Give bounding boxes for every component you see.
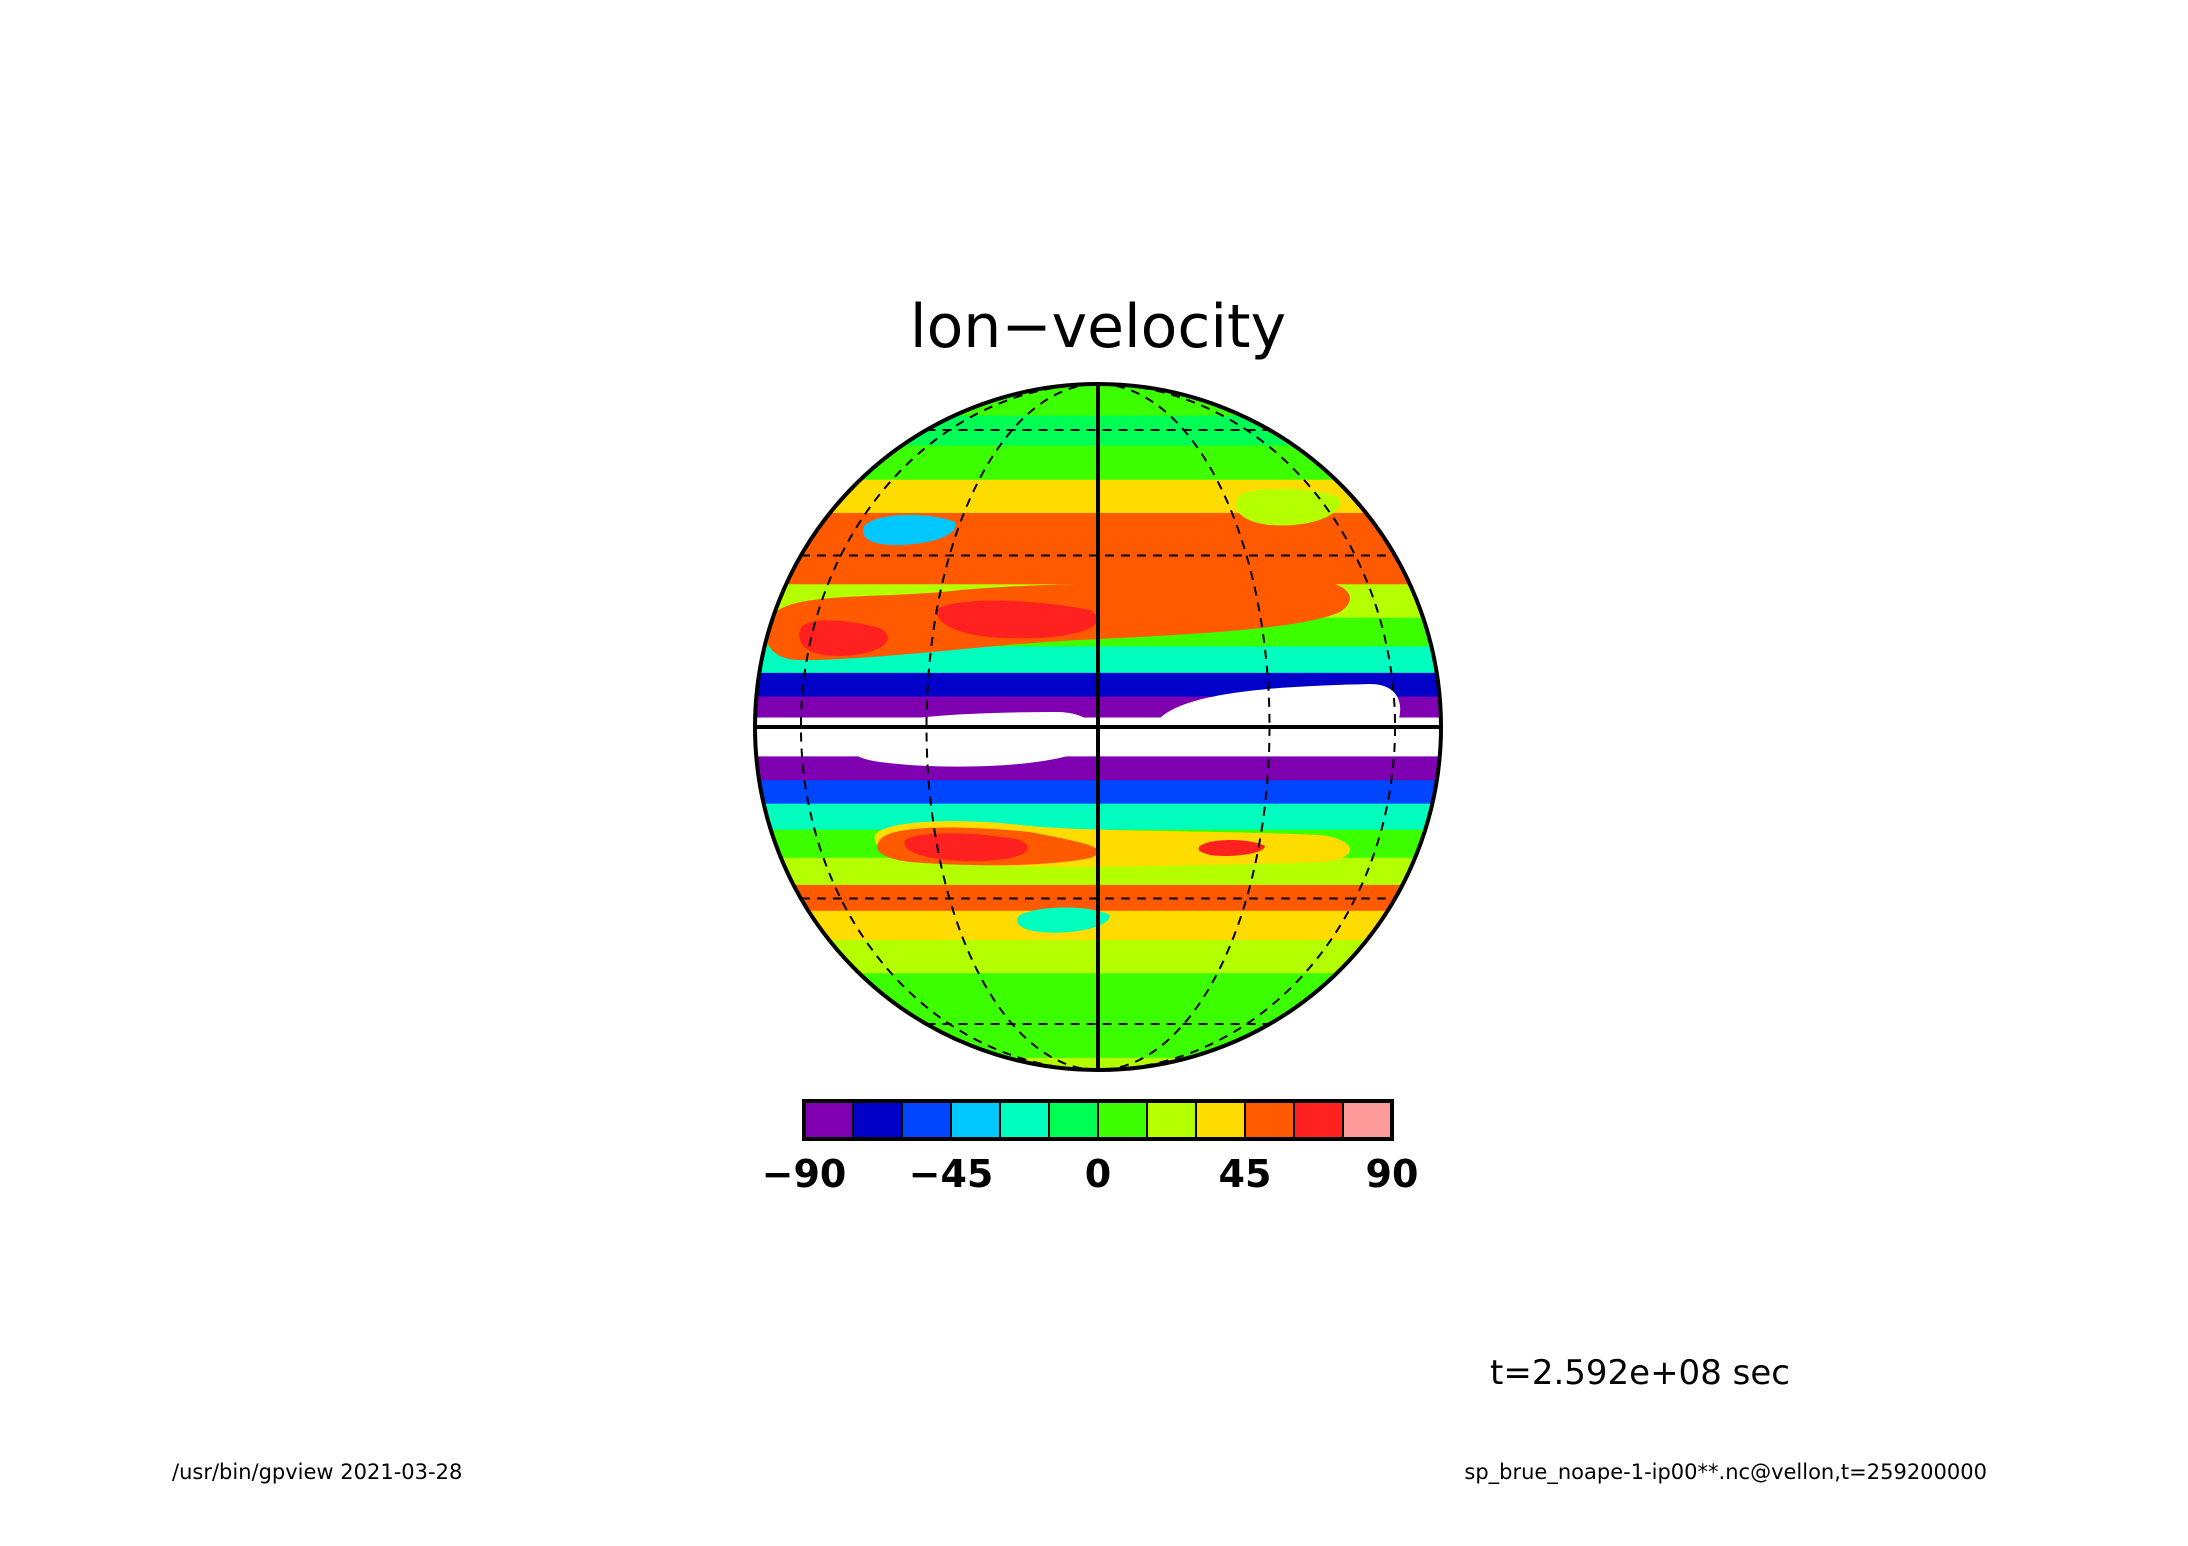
colorbar-swatch bbox=[999, 1100, 1050, 1140]
jet-south-core-east bbox=[1198, 840, 1265, 856]
jet-north-core-west bbox=[799, 620, 888, 656]
colorbar-swatch bbox=[901, 1100, 952, 1140]
colorbar-swatch bbox=[852, 1100, 903, 1140]
time-label: t=2.592e+08 sec bbox=[1490, 1353, 1790, 1393]
colorbar-swatch bbox=[1146, 1100, 1197, 1140]
equator-low-east bbox=[1153, 684, 1401, 745]
colorbar-tick-label: 45 bbox=[1219, 1152, 1272, 1196]
colorbar-swatch bbox=[1097, 1100, 1148, 1140]
footer-right: sp_brue_noape-1-ip00**.nc@vellon,t=25920… bbox=[1464, 1460, 1987, 1485]
colorbar-tick-label: 0 bbox=[1085, 1152, 1111, 1196]
colorbar-frame bbox=[802, 1099, 1394, 1141]
colorbar-swatch bbox=[1048, 1100, 1099, 1140]
colorbar-swatch bbox=[1244, 1100, 1295, 1140]
colorbar-swatch bbox=[1195, 1100, 1246, 1140]
chart-title: lon−velocity bbox=[910, 292, 1286, 362]
colorbar-tick-label: −90 bbox=[762, 1152, 847, 1196]
colorbar-swatch bbox=[950, 1100, 1001, 1140]
colorbar-tick-label: 90 bbox=[1366, 1152, 1419, 1196]
colorbar-swatch bbox=[1342, 1100, 1393, 1140]
eddy-nw bbox=[863, 514, 956, 545]
eddy-ne bbox=[1236, 488, 1341, 526]
eddy-s bbox=[1016, 907, 1110, 933]
colorbar-swatch bbox=[1293, 1100, 1344, 1140]
jet-south-core bbox=[904, 833, 1028, 862]
globe-outline bbox=[753, 382, 1443, 1072]
colorbar-tick-label: −45 bbox=[909, 1152, 994, 1196]
jet-north-core-mid bbox=[935, 600, 1098, 639]
colorbar: −90 −45 0 45 90 bbox=[762, 1099, 1419, 1196]
globe-map bbox=[753, 382, 1443, 1072]
colorbar-swatch bbox=[803, 1100, 854, 1140]
footer-left: /usr/bin/gpview 2021-03-28 bbox=[172, 1460, 462, 1484]
